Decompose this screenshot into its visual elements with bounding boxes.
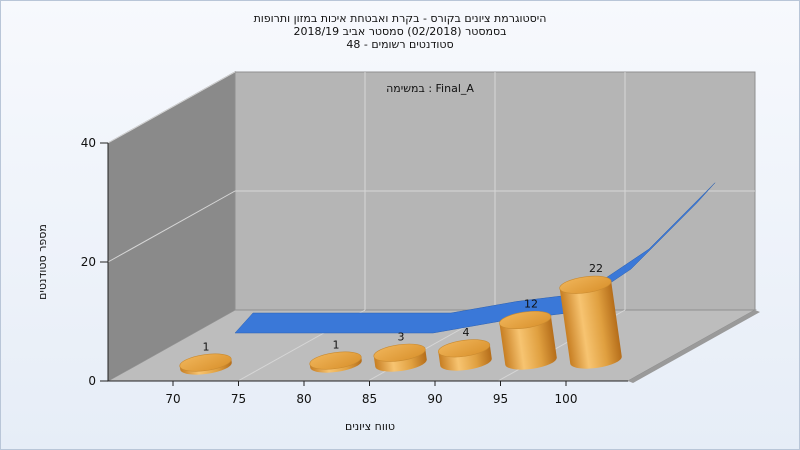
bar-80 — [309, 351, 362, 373]
x-tick-label-70: 70 — [165, 392, 180, 406]
x-axis: 70 75 80 85 90 95 100 טווח ציונים — [108, 380, 628, 433]
back-series — [234, 182, 716, 334]
chart-subtitle-1: בסמסטר (02/2018) סמסטר אביב 2018/19 — [293, 25, 507, 38]
wall-grid-20 — [107, 190, 236, 263]
bar-value-label-80: 1 — [333, 339, 340, 352]
bar-body-100 — [559, 281, 622, 369]
bar-100 — [559, 275, 622, 369]
bar-95 — [499, 310, 557, 370]
bar-top-85 — [373, 343, 426, 362]
bars: 1 1 3 4 12 22 — [179, 262, 622, 375]
bar-70 — [179, 353, 232, 375]
bar-value-label-90: 4 — [463, 326, 470, 339]
bar-value-label-85: 3 — [398, 331, 405, 344]
task-annotation: במשימה : Final_A — [386, 82, 474, 95]
bar-body-95 — [499, 316, 557, 370]
x-tick-label-95: 95 — [493, 392, 508, 406]
x-tick-label-80: 80 — [296, 392, 311, 406]
y-tick-label-40: 40 — [81, 136, 96, 150]
bar-top-95 — [499, 310, 552, 330]
chart-subtitle-2: סטודנטים רשומים - 48 — [346, 38, 454, 51]
bar-top-80 — [309, 351, 362, 370]
x-tick-label-100: 100 — [555, 392, 578, 406]
bar-top-70 — [179, 353, 232, 372]
y-tick-label-0: 0 — [88, 374, 96, 388]
y-tick-label-20: 20 — [81, 255, 96, 269]
bar-value-label-70: 1 — [203, 341, 210, 354]
right-edge — [628, 310, 760, 383]
y-axis-title: מספר סטודנטים — [36, 224, 49, 300]
grid — [107, 71, 755, 382]
bar-value-label-95: 12 — [524, 298, 538, 311]
x-axis-title: טווח ציונים — [345, 420, 395, 433]
x-tick-label-90: 90 — [427, 392, 442, 406]
bar-85 — [373, 343, 427, 372]
back-series-ribbon — [234, 182, 716, 334]
x-tick-label-75: 75 — [231, 392, 246, 406]
bar-90 — [438, 339, 492, 371]
y-axis: 0 20 40 מספר סטודנטים — [36, 136, 109, 388]
wall-grid-40 — [107, 71, 236, 144]
chart-title-block: היסטוגרמת ציונים בקורס - בקרת ואבטחת איכ… — [200, 12, 600, 51]
bar-top-100 — [559, 275, 612, 294]
x-tick-label-85: 85 — [362, 392, 377, 406]
bar-value-label-100: 22 — [589, 262, 603, 275]
chart-title: היסטוגרמת ציונים בקורס - בקרת ואבטחת איכ… — [253, 12, 547, 25]
bar-top-90 — [438, 339, 491, 358]
